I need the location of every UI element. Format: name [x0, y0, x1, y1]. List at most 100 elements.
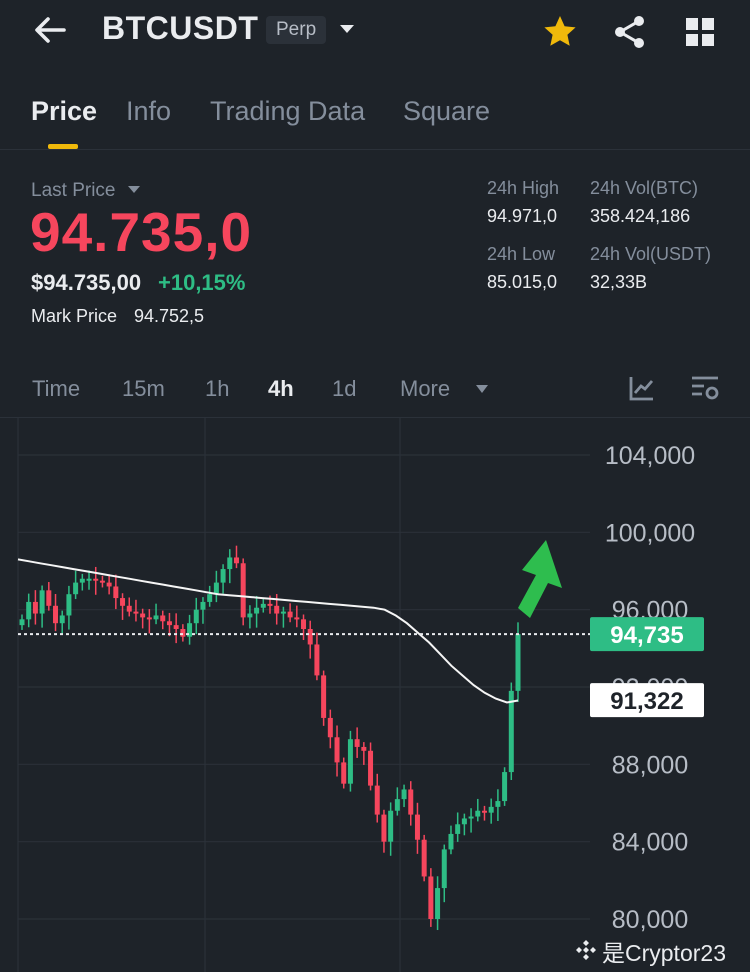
- main-tabs: Price Info Trading Data Square: [0, 88, 750, 150]
- candle-body: [166, 621, 172, 626]
- interval-4h[interactable]: 4h: [268, 376, 294, 401]
- y-axis-tick-label: 80,000: [612, 906, 688, 934]
- back-button[interactable]: [30, 12, 70, 48]
- interval-1h[interactable]: 1h: [205, 376, 230, 401]
- chart-grid: [17, 418, 590, 972]
- candle-body: [106, 582, 112, 587]
- candle-body: [301, 619, 307, 629]
- y-axis-tick-label: 104,000: [605, 442, 695, 470]
- candle-body: [207, 594, 213, 602]
- price-chart[interactable]: 104,000100,00096,00092,00088,00084,00080…: [0, 418, 750, 972]
- candle-body: [341, 762, 347, 784]
- candle-body: [46, 590, 52, 606]
- symbol-dropdown-button[interactable]: [336, 18, 358, 40]
- star-icon: [544, 16, 576, 46]
- candle-body: [408, 789, 414, 815]
- candle-body: [448, 833, 454, 850]
- candle-body: [455, 824, 461, 834]
- tab-trading-data[interactable]: Trading Data: [210, 96, 366, 126]
- arrow-left-icon: [35, 17, 66, 43]
- candle-body: [274, 605, 280, 614]
- candle-body: [126, 605, 132, 612]
- caret-down-icon: [340, 25, 354, 33]
- tab-price[interactable]: Price: [31, 96, 98, 126]
- candle-body: [294, 617, 300, 620]
- binance-logo-icon: [576, 940, 596, 960]
- y-axis-tick-label: 88,000: [612, 751, 688, 779]
- y-axis-tick-label: 84,000: [612, 829, 688, 857]
- caret-down-icon[interactable]: [128, 186, 140, 194]
- candle-body: [93, 578, 99, 581]
- vol-btc-label: 24h Vol(BTC): [590, 178, 699, 198]
- candle-body: [160, 615, 166, 622]
- candle-body: [133, 611, 139, 614]
- candle-body: [381, 814, 387, 842]
- interval-time[interactable]: Time: [32, 376, 81, 401]
- candle-body: [481, 810, 487, 813]
- last-price-label[interactable]: Last Price: [31, 180, 116, 201]
- candle-body: [227, 557, 233, 570]
- candle-body: [53, 605, 59, 624]
- interval-more[interactable]: More: [400, 376, 451, 401]
- interval-1d[interactable]: 1d: [332, 376, 357, 401]
- candle-body: [347, 739, 353, 784]
- current-price-tag: 94,735: [590, 617, 704, 652]
- candle-body: [39, 590, 45, 614]
- candlestick-series: [19, 545, 521, 931]
- low-24h-value: 85.015,0: [487, 272, 558, 292]
- candle-body: [428, 876, 434, 919]
- usd-price: $94.735,00: [31, 270, 142, 295]
- candle-body: [213, 582, 219, 595]
- candle-body: [280, 611, 286, 614]
- candle-body: [401, 789, 407, 800]
- candle-body: [260, 603, 266, 608]
- candle-body: [19, 619, 25, 626]
- y-axis-tick-label: 100,000: [605, 519, 695, 547]
- candle-body: [146, 617, 152, 620]
- candle-body: [374, 785, 380, 815]
- moving-average-tag-label: 91,322: [610, 688, 683, 715]
- candle-body: [307, 629, 313, 645]
- symbol-title[interactable]: BTCUSDT: [102, 10, 259, 46]
- candle-body: [502, 772, 508, 802]
- last-price-value: 94.735,0: [30, 201, 253, 263]
- candle-body: [327, 717, 333, 738]
- candle-body: [247, 613, 253, 618]
- vol-usdt-label: 24h Vol(USDT): [590, 244, 712, 264]
- candle-body: [254, 607, 260, 614]
- tab-square[interactable]: Square: [403, 96, 491, 126]
- candle-body: [354, 739, 360, 747]
- candle-body: [59, 615, 65, 624]
- active-tab-indicator: [48, 144, 78, 149]
- candle-body: [394, 799, 400, 811]
- candle-body: [32, 601, 38, 614]
- candle-body: [140, 613, 146, 618]
- top-bar: BTCUSDT Perp: [0, 0, 750, 66]
- favorite-button[interactable]: [540, 12, 580, 52]
- candle-body: [86, 578, 92, 581]
- candle-body: [421, 839, 427, 877]
- candle-body: [220, 569, 226, 583]
- candle-body: [435, 888, 441, 919]
- candle-body: [508, 690, 514, 773]
- candle-body: [180, 629, 186, 637]
- caret-down-icon[interactable]: [475, 384, 489, 394]
- share-button[interactable]: [610, 12, 650, 52]
- chart-settings-icon[interactable]: [690, 374, 720, 402]
- interval-15m[interactable]: 15m: [122, 376, 165, 401]
- tab-info[interactable]: Info: [126, 96, 172, 126]
- candle-body: [200, 601, 206, 610]
- candle-body: [240, 563, 246, 618]
- menu-grid-button[interactable]: [680, 12, 720, 52]
- candle-body: [73, 582, 79, 595]
- candle-body: [368, 750, 374, 786]
- candle-body: [495, 801, 501, 807]
- candle-body: [173, 625, 179, 629]
- vol-btc-value: 358.424,186: [590, 206, 691, 226]
- price-change-percent: +10,15%: [158, 270, 246, 295]
- candle-body: [461, 818, 467, 825]
- current-price-tag-label: 94,735: [610, 622, 683, 649]
- candle-body: [334, 737, 340, 763]
- chart-indicator-icon[interactable]: [628, 374, 656, 402]
- share-icon: [615, 16, 644, 48]
